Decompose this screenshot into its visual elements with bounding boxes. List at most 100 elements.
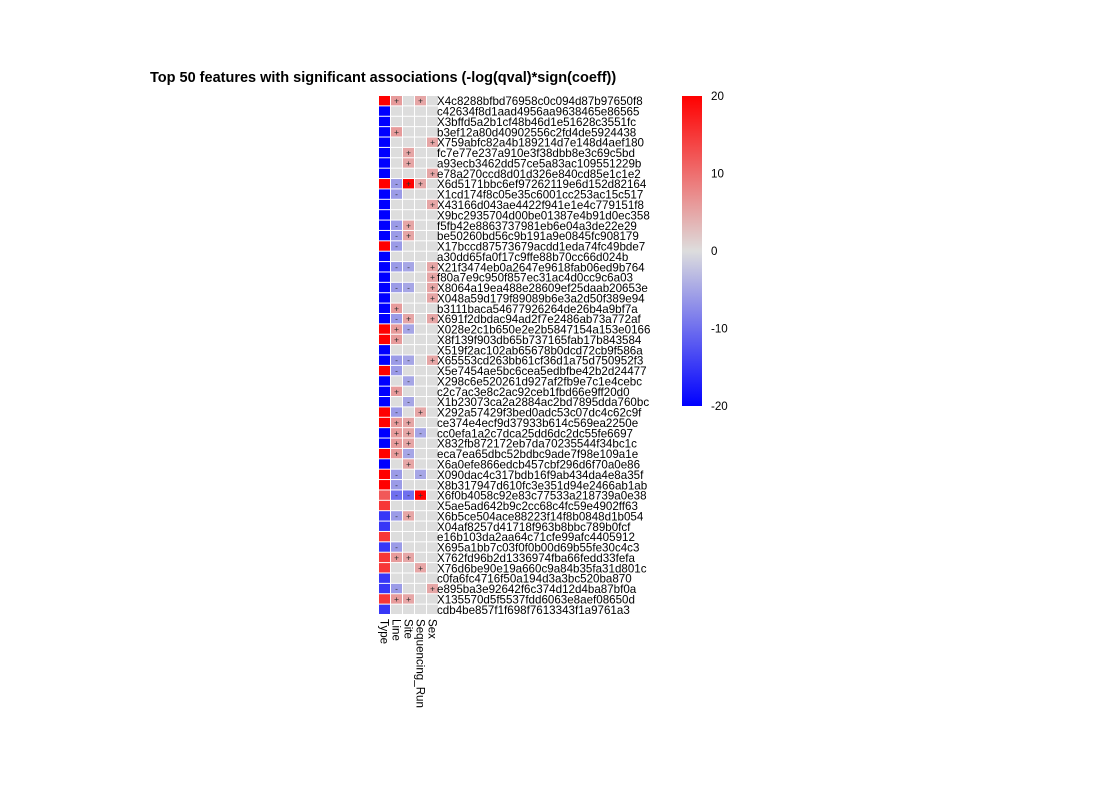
heatmap-cell — [415, 116, 426, 127]
row-label: X048a59d179f89089b6e3a2d50f389e94 — [437, 292, 645, 305]
heatmap-cell — [403, 179, 414, 189]
heatmap-cell — [379, 293, 390, 303]
heatmap-cell — [427, 417, 438, 428]
heatmap-cell — [427, 251, 438, 262]
heatmap-cell — [379, 272, 390, 282]
heatmap-cell — [427, 116, 438, 127]
heatmap-cell — [427, 282, 438, 293]
heatmap-cell — [391, 459, 402, 469]
significance-mark: - — [394, 470, 399, 479]
heatmap-cell — [415, 511, 426, 521]
heatmap-cell — [391, 365, 402, 376]
significance-mark: - — [406, 377, 411, 386]
heatmap-cell — [403, 573, 414, 583]
heatmap-cell — [379, 521, 390, 531]
heatmap-cell — [379, 490, 390, 500]
heatmap-cell — [415, 241, 426, 251]
heatmap-cell — [391, 583, 402, 594]
row-label: X292a57429f3bed0adc53c07dc4c62c9f — [437, 407, 642, 420]
significance-mark: - — [406, 263, 411, 272]
heatmap-cell — [427, 573, 438, 583]
heatmap-cell — [391, 552, 402, 563]
significance-mark: + — [418, 408, 423, 417]
heatmap-cell — [427, 147, 438, 158]
significance-mark: - — [406, 284, 411, 293]
row-label: X6a0efe866edcb457cbf296d6f70a0e86 — [437, 458, 640, 471]
heatmap-cell — [391, 345, 402, 355]
heatmap-cell — [403, 531, 414, 542]
significance-mark: + — [394, 335, 399, 344]
heatmap-cell — [379, 459, 390, 469]
heatmap-cell — [415, 407, 426, 417]
heatmap-cell — [403, 459, 414, 469]
significance-mark: - — [394, 263, 399, 272]
heatmap-cell — [391, 324, 402, 334]
heatmap-cell — [427, 490, 438, 500]
heatmap-cell — [379, 116, 390, 127]
heatmap-cell — [403, 397, 414, 407]
row-label: X1cd174f8c05e35c6001cc253ac15c517 — [437, 189, 643, 202]
significance-mark: + — [430, 585, 435, 594]
heatmap-cell — [427, 438, 438, 448]
heatmap-cell — [427, 345, 438, 355]
significance-mark: + — [430, 284, 435, 293]
heatmap-cell — [379, 147, 390, 158]
heatmap-cell — [391, 511, 402, 521]
column-label: Line — [390, 619, 403, 641]
heatmap-cell — [427, 480, 438, 490]
heatmap-cell — [403, 355, 414, 365]
heatmap-cell — [379, 137, 390, 147]
heatmap-cell — [415, 583, 426, 594]
row-label: c42634f8d1aad4956aa9638465e86565 — [437, 106, 639, 119]
heatmap-cell — [391, 469, 402, 480]
heatmap-cell — [391, 542, 402, 552]
significance-mark: + — [394, 595, 399, 604]
heatmap-cell — [403, 334, 414, 345]
heatmap-cell — [391, 397, 402, 407]
heatmap-cell — [415, 594, 426, 604]
row-label: X028e2c1b650e2e2b5847154a153e0166 — [437, 324, 650, 337]
chart-title: Top 50 features with significant associa… — [150, 70, 616, 86]
heatmap-cell — [403, 168, 414, 179]
heatmap-cell — [403, 137, 414, 147]
row-label: X135570d5f5537fdd6063e8aef08650d — [437, 593, 635, 606]
significance-mark: + — [418, 180, 423, 189]
heatmap-cell — [379, 220, 390, 230]
row-label: X090dac4c317bdb16f9ab434da4e8a35f — [437, 469, 644, 482]
heatmap-cell — [391, 313, 402, 324]
heatmap-cell — [379, 355, 390, 365]
heatmap-cell — [427, 542, 438, 552]
heatmap-cell — [403, 272, 414, 282]
heatmap-cell — [391, 272, 402, 282]
heatmap-cell — [403, 417, 414, 428]
heatmap-cell — [391, 573, 402, 583]
heatmap-cell — [379, 604, 390, 614]
heatmap-cell — [391, 137, 402, 147]
heatmap-cell — [391, 417, 402, 428]
heatmap-cell — [391, 490, 402, 500]
heatmap-cell — [379, 563, 390, 573]
row-label: X759abfc82a4b189214d7e148d4aef180 — [437, 137, 644, 150]
heatmap-cell — [391, 293, 402, 303]
heatmap-cell — [379, 469, 390, 480]
row-label: eca7ea65dbc52bdbc9ade7f98e109a1e — [437, 448, 638, 461]
heatmap-cell — [403, 583, 414, 594]
heatmap-cell — [415, 199, 426, 210]
column-label: Type — [378, 619, 391, 644]
significance-mark: - — [418, 470, 423, 479]
row-label: X695a1bb7c03f0f0b00d69b55fe30c4c3 — [437, 542, 639, 555]
row-label: X65553cd263bb61cf36d1a75d750952f3 — [437, 355, 643, 368]
heatmap-cell — [427, 386, 438, 397]
colorbar-tick-label: 0 — [711, 245, 717, 258]
row-label: fc7e77e237a910e3f38dbb8e3c69c5bd — [437, 147, 635, 160]
heatmap-cell — [427, 397, 438, 407]
heatmap-cell — [391, 147, 402, 158]
row-label: X519f2ac102ab65678b0dcd72cb9f586a — [437, 344, 643, 357]
heatmap-cell — [379, 251, 390, 262]
heatmap-cell — [415, 345, 426, 355]
heatmap-cell — [379, 168, 390, 179]
significance-mark: - — [394, 356, 399, 365]
row-label: X04af8257d41718f963b8bbc789b0fcf — [437, 521, 631, 534]
row-label: X3bffd5a2b1cf48b46d1e51628c3551fc — [437, 116, 636, 129]
